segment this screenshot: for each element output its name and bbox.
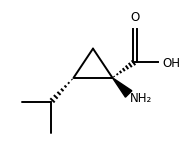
Text: O: O	[131, 11, 140, 24]
Text: NH₂: NH₂	[130, 92, 153, 105]
Text: OH: OH	[163, 57, 181, 70]
Polygon shape	[113, 78, 132, 97]
